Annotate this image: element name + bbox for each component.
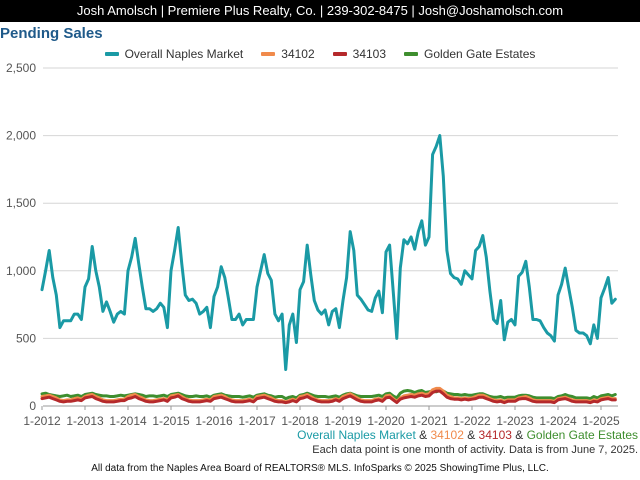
legend-item-overall-naples[interactable]: Overall Naples Market	[104, 47, 244, 61]
series-caption-part: &	[463, 428, 479, 442]
x-tick-label: 1-2013	[66, 414, 104, 428]
x-tick-label: 1-2021	[410, 414, 448, 428]
header-bar: Josh Amolsch | Premiere Plus Realty, Co.…	[0, 0, 640, 22]
x-tick-label: 1-2016	[195, 414, 233, 428]
pending-sales-chart: 0 500 1,000 1,500 2,000 2,500 1-2012 1-2013 1-20…	[6, 61, 620, 428]
y-tick-label: 1,500	[6, 196, 36, 210]
x-tick-label: 1-2023	[496, 414, 534, 428]
legend-label: Golden Gate Estates	[424, 47, 536, 61]
x-tick-label: 1-2015	[152, 414, 190, 428]
footer-credit: All data from the Naples Area Board of R…	[91, 463, 549, 474]
legend-item-34103[interactable]: 34103	[332, 47, 387, 61]
series-caption-part: &	[511, 428, 527, 442]
legend-label: 34102	[281, 47, 315, 61]
y-tick-label: 500	[16, 331, 36, 345]
legend-swatch-34102	[261, 52, 276, 56]
x-tick-label: 1-2012	[23, 414, 61, 428]
chart-title: Pending Sales	[0, 25, 103, 42]
y-tick-label: 2,500	[6, 61, 36, 75]
legend-swatch-overall-naples	[104, 52, 119, 56]
legend-label: 34103	[352, 47, 387, 61]
series-caption-part: Overall Naples Market	[297, 428, 416, 442]
y-tick-label: 0	[29, 399, 36, 413]
legend-item-34102[interactable]: 34102	[261, 47, 315, 61]
legend-swatch-golden-gate	[404, 52, 419, 56]
series-line-34103	[40, 389, 617, 405]
series-line-overall-naples-market	[40, 134, 617, 371]
x-tick-label: 1-2022	[453, 414, 491, 428]
x-tick-label: 1-2014	[109, 414, 147, 428]
x-tick-label: 1-2020	[367, 414, 405, 428]
series-caption-part: 34103	[478, 428, 512, 442]
series-caption-part: Golden Gate Estates	[526, 428, 638, 442]
y-tick-label: 2,000	[6, 129, 36, 143]
data-note-caption: Each data point is one month of activity…	[312, 444, 638, 456]
series-caption: Overall Naples Market & 34102 & 34103 & …	[297, 428, 638, 442]
series-caption-part: &	[415, 428, 431, 442]
header-contact-text: Josh Amolsch | Premiere Plus Realty, Co.…	[76, 3, 564, 18]
y-tick-label: 1,000	[6, 264, 36, 278]
legend-item-golden-gate[interactable]: Golden Gate Estates	[404, 47, 535, 61]
legend-label: Overall Naples Market	[124, 47, 244, 61]
x-tick-label: 1-2024	[539, 414, 577, 428]
x-tick-label: 1-2018	[281, 414, 319, 428]
chart-legend: Overall Naples Market 34102 34103 Golden…	[0, 45, 640, 63]
legend-swatch-34103	[332, 52, 347, 56]
x-tick-label: 1-2025	[582, 414, 620, 428]
x-tick-label: 1-2019	[324, 414, 362, 428]
series-caption-part: 34102	[430, 428, 464, 442]
x-tick-label: 1-2017	[238, 414, 276, 428]
